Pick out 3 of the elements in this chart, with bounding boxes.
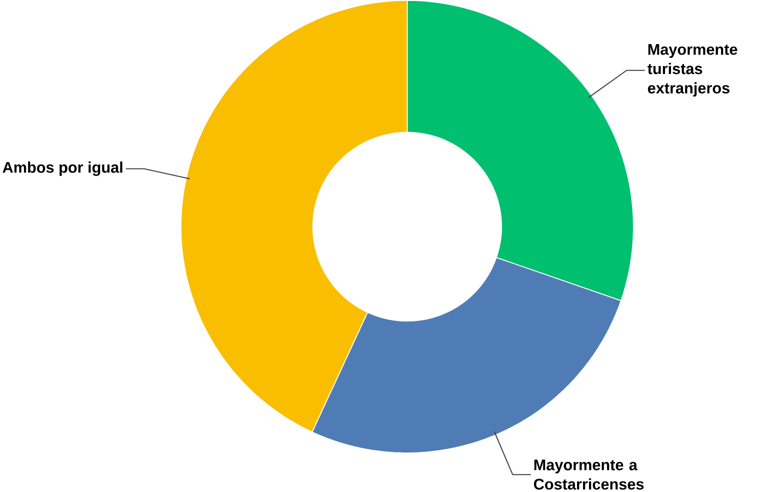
- slice-label: Mayormente turistas extranjeros: [648, 44, 738, 97]
- slice-label: Mayormente a Costarricenses: [534, 460, 644, 490]
- slice-label: Ambos por igual: [2, 162, 122, 176]
